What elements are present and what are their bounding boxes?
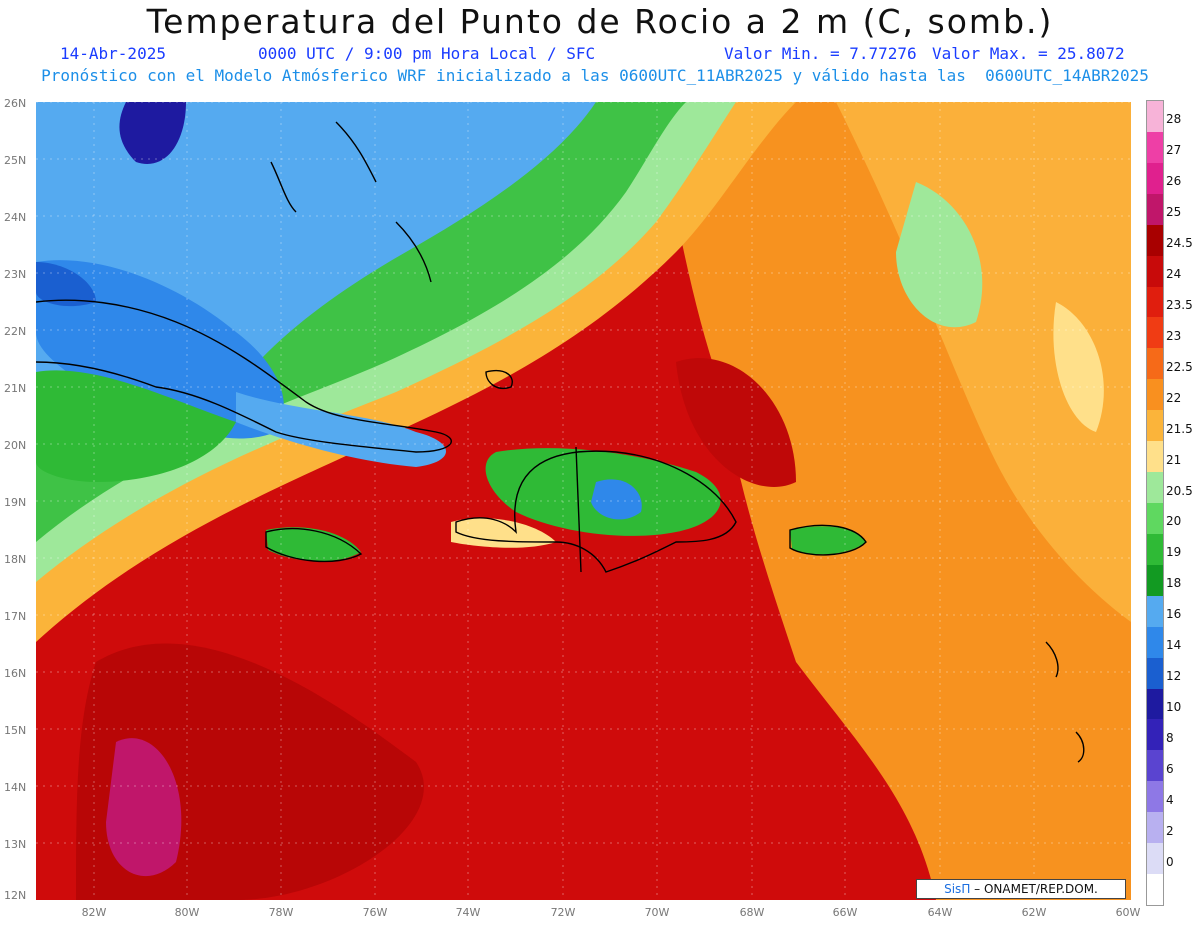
credit-text: – ONAMET/REP.DOM. bbox=[970, 882, 1098, 896]
lon-label: 72W bbox=[550, 906, 576, 919]
lon-label: 78W bbox=[268, 906, 294, 919]
colorbar-label: 28 bbox=[1166, 112, 1182, 127]
lon-label: 64W bbox=[927, 906, 953, 919]
colorbar-label: 8 bbox=[1166, 730, 1174, 745]
map-title: Temperatura del Punto de Rocio a 2 m (C,… bbox=[146, 2, 1054, 41]
model-info-label: Pronóstico con el Modelo Atmósferico WRF… bbox=[41, 66, 1149, 85]
lon-label: 82W bbox=[81, 906, 107, 919]
colorbar-label: 4 bbox=[1166, 792, 1174, 807]
credit-box: SisΠ – ONAMET/REP.DOM. bbox=[916, 879, 1126, 899]
colorbar-label: 23 bbox=[1166, 328, 1182, 343]
lat-label: 26N bbox=[4, 97, 27, 110]
lat-label: 18N bbox=[4, 553, 27, 566]
colorbar-segment bbox=[1147, 441, 1163, 473]
lon-label: 70W bbox=[644, 906, 670, 919]
date-label: 14-Abr-2025 bbox=[60, 44, 166, 63]
lat-label: 13N bbox=[4, 838, 27, 851]
lat-label: 25N bbox=[4, 154, 27, 167]
colorbar-segment bbox=[1147, 843, 1163, 875]
lat-label: 23N bbox=[4, 268, 27, 281]
colorbar-label: 6 bbox=[1166, 761, 1174, 776]
lon-label: 76W bbox=[362, 906, 388, 919]
colorbar-segment bbox=[1147, 348, 1163, 380]
lat-label: 20N bbox=[4, 439, 27, 452]
colorbar-segment bbox=[1147, 317, 1163, 349]
colorbar-segment bbox=[1147, 874, 1163, 906]
lat-label: 17N bbox=[4, 610, 27, 623]
colorbar-label: 25 bbox=[1166, 205, 1182, 220]
colorbar-label: 14 bbox=[1166, 638, 1182, 653]
colorbar-segment bbox=[1147, 719, 1163, 751]
time-label: 0000 UTC / 9:00 pm Hora Local / SFC bbox=[258, 44, 596, 63]
colorbar-label: 0 bbox=[1166, 854, 1174, 869]
colorbar-label: 21 bbox=[1166, 452, 1182, 467]
colorbar-segment bbox=[1147, 131, 1163, 164]
colorbar-segment bbox=[1147, 224, 1163, 257]
lat-label: 19N bbox=[4, 496, 27, 509]
colorbar-segment bbox=[1147, 564, 1163, 597]
max-value-label: Valor Max. = 25.8072 bbox=[932, 44, 1125, 63]
lat-label: 14N bbox=[4, 781, 27, 794]
colorbar-segment bbox=[1147, 472, 1163, 504]
colorbar-segment bbox=[1147, 410, 1163, 442]
colorbar-segment bbox=[1147, 812, 1163, 844]
colorbar-label: 27 bbox=[1166, 143, 1182, 158]
colorbar-label: 23.5 bbox=[1166, 298, 1193, 312]
colorbar-label: 21.5 bbox=[1166, 421, 1193, 436]
colorbar-segment bbox=[1147, 286, 1163, 318]
lat-label: 24N bbox=[4, 211, 27, 224]
colorbar-label: 16 bbox=[1166, 607, 1182, 622]
lon-label: 60W bbox=[1115, 906, 1141, 919]
min-value-label: Valor Min. = 7.77276 bbox=[724, 44, 917, 63]
colorbar-segment bbox=[1147, 533, 1163, 566]
colorbar-segment bbox=[1147, 193, 1163, 226]
colorbar-label: 12 bbox=[1166, 669, 1182, 684]
colorbar-label: 20 bbox=[1166, 514, 1182, 529]
colorbar-segment bbox=[1147, 688, 1163, 720]
colorbar-label: 20.5 bbox=[1166, 483, 1193, 498]
colorbar bbox=[1146, 100, 1164, 906]
colorbar-label: 22.5 bbox=[1166, 359, 1193, 374]
lon-label: 62W bbox=[1021, 906, 1047, 919]
lat-label: 12N bbox=[4, 889, 27, 902]
lon-label: 80W bbox=[174, 906, 200, 919]
dewpoint-map bbox=[36, 102, 1131, 900]
colorbar-label: 24 bbox=[1166, 267, 1182, 282]
colorbar-segment bbox=[1147, 595, 1163, 628]
colorbar-label: 10 bbox=[1166, 700, 1182, 714]
lon-label: 74W bbox=[455, 906, 481, 919]
lat-label: 16N bbox=[4, 667, 27, 680]
lon-label: 66W bbox=[832, 906, 858, 919]
colorbar-segment bbox=[1147, 255, 1163, 288]
colorbar-segment bbox=[1147, 750, 1163, 782]
colorbar-segment bbox=[1147, 101, 1163, 133]
lon-label: 68W bbox=[739, 906, 765, 919]
lat-label: 15N bbox=[4, 724, 27, 737]
brand-logo: SisΠ bbox=[944, 882, 971, 896]
colorbar-segment bbox=[1147, 379, 1163, 411]
colorbar-segment bbox=[1147, 162, 1163, 195]
colorbar-label: 19 bbox=[1166, 545, 1182, 560]
map-canvas bbox=[36, 102, 1131, 900]
colorbar-segment bbox=[1147, 781, 1163, 813]
colorbar-label: 18 bbox=[1166, 576, 1182, 591]
colorbar-label: 24.5 bbox=[1166, 236, 1193, 251]
colorbar-segment bbox=[1147, 657, 1163, 690]
colorbar-segment bbox=[1147, 503, 1163, 535]
colorbar-label: 26 bbox=[1166, 174, 1182, 189]
lat-label: 22N bbox=[4, 325, 27, 338]
lat-label: 21N bbox=[4, 382, 27, 395]
colorbar-label: 22 bbox=[1166, 390, 1182, 405]
colorbar-segment bbox=[1147, 626, 1163, 659]
colorbar-label: 2 bbox=[1166, 823, 1174, 838]
